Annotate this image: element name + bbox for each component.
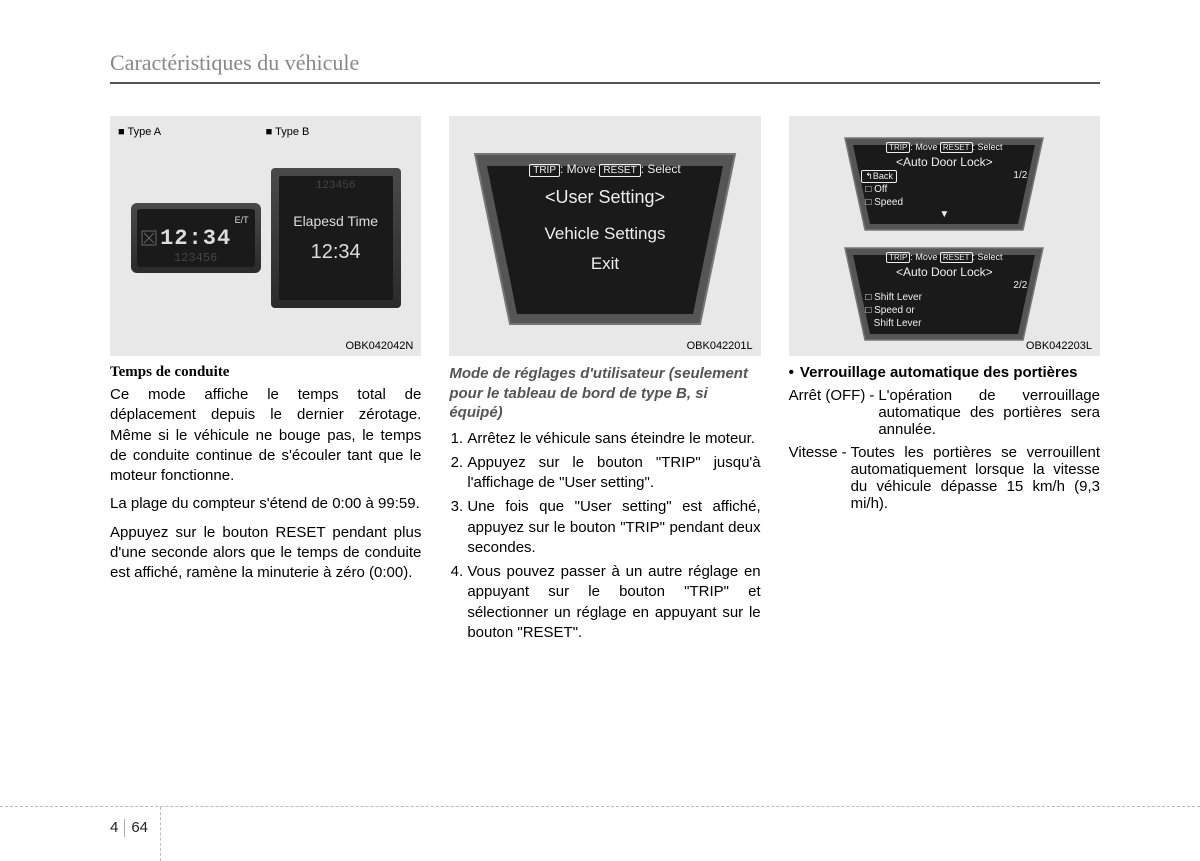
option-speed: □ Speed [865,196,1027,209]
heading-verrouillage: Verrouillage automatique des portières [789,364,1100,381]
option-speed-or-cont: Shift Lever [865,317,1027,330]
trap-option-vehicle-settings: Vehicle Settings [545,224,666,244]
def-body: Toutes les portières se verrouillent aut… [851,444,1100,512]
option-off: □ Off [865,183,1027,196]
page-divider-vertical [160,807,161,861]
lcd-b-ghost: 123456 [279,180,393,192]
lcd-b-time: 12:34 [311,241,361,264]
back-icon: ↰Back [861,170,897,183]
lcd-type-a: 12:34 E/T 123456 [131,203,261,273]
definition-row: Vitesse - Toutes les portières se verrou… [789,444,1100,512]
user-setting-display: TRIP: Move RESET: Select <User Setting> … [465,144,745,334]
figure-panel-3: TRIP: Move RESET: Select <Auto Door Lock… [789,116,1100,356]
figure-caption-1: OBK042042N [345,340,413,352]
page-number: 464 [110,819,148,837]
column-1: ■ Type A ■ Type B 12:34 E/T 123456 [110,116,421,647]
list-item: Arrêtez le véhicule sans éteindre le mot… [467,429,760,449]
mini-title: <Auto Door Lock> [861,155,1027,169]
heading-temps-conduite: Temps de conduite [110,364,421,381]
option-shift-lever: □ Shift Lever [865,291,1027,304]
list-item: Vous pouvez passer à un autre réglage en… [467,562,760,643]
lcd-a-time: 12:34 [160,226,231,251]
reset-label: RESET [599,164,640,177]
mini-title: <Auto Door Lock> [861,265,1027,279]
trap-header: TRIP: Move RESET: Select [529,162,681,177]
list-item: Une fois que "User setting" est affiché,… [467,497,760,558]
lcd-type-b: 123456 Elapesd Time 12:34 [271,168,401,308]
figure-panel-2: TRIP: Move RESET: Select <User Setting> … [449,116,760,356]
type-b-label: ■ Type B [266,126,414,138]
chevron-down-icon: ▼ [861,209,1027,220]
trip-label: TRIP [529,164,560,177]
term-arret: Arrêt (OFF) [789,387,866,438]
column-2: TRIP: Move RESET: Select <User Setting> … [449,116,760,647]
lcd-a-ghost: 123456 [137,251,255,265]
page-divider [0,806,1200,807]
term-vitesse: Vitesse [789,444,838,512]
heading-mode-reglages: Mode de réglages d'utilisateur (seulemen… [449,364,760,423]
chapter-title: Caractéristiques du véhicule [110,50,1100,84]
trap-option-exit: Exit [591,254,619,274]
body-text: Ce mode affiche le temps total de déplac… [110,385,421,486]
type-a-label: ■ Type A [118,126,266,138]
auto-door-lock-display-1: TRIP: Move RESET: Select <Auto Door Lock… [839,134,1049,234]
def-body: L'opération de verrouillage automatique … [878,387,1100,438]
definition-row: Arrêt (OFF) - L'opération de verrouillag… [789,387,1100,438]
page-indicator: 2/2 [1013,280,1027,291]
list-item: Appuyez sur le bouton "TRIP" jusqu'à l'a… [467,453,760,494]
page-indicator: 1/2 [1013,170,1027,183]
option-speed-or: □ Speed or [865,304,1027,317]
column-3: TRIP: Move RESET: Select <Auto Door Lock… [789,116,1100,647]
auto-door-lock-display-2: TRIP: Move RESET: Select <Auto Door Lock… [839,244,1049,344]
lcd-a-suffix: E/T [235,215,249,225]
figure-caption-2: OBK042201L [687,340,753,352]
cancel-icon [141,230,157,246]
figure-panel-1: ■ Type A ■ Type B 12:34 E/T 123456 [110,116,421,356]
figure-caption-3: OBK042203L [1026,340,1092,352]
body-text: Appuyez sur le bouton RESET pendant plus… [110,523,421,584]
instruction-list: Arrêtez le véhicule sans éteindre le mot… [449,429,760,644]
lcd-b-label: Elapesd Time [293,213,378,229]
trap-title: <User Setting> [545,187,665,208]
body-text: La plage du compteur s'étend de 0:00 à 9… [110,494,421,514]
